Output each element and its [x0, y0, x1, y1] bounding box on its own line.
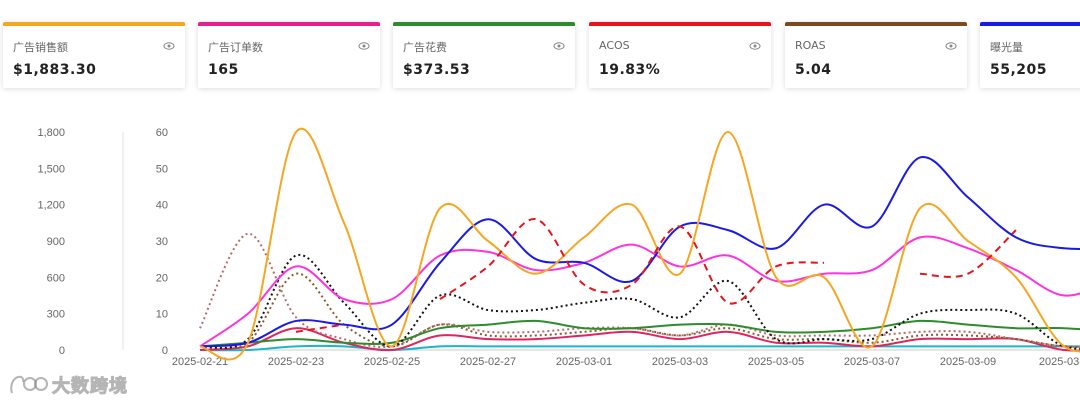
series-line-red-dashed [439, 218, 825, 305]
right-axis-tick-label: 0 [162, 345, 168, 357]
metric-value: $373.53 [403, 62, 471, 78]
series-line-magenta [199, 235, 1080, 348]
x-axis-tick-label: 2025-03-03 [652, 356, 708, 368]
left-axis-tick-label: 1,200 [37, 200, 65, 212]
metric-value: 5.04 [795, 62, 832, 78]
right-y-axis: 60 50 40 30 20 10 0 [156, 127, 168, 357]
series-line-blue [199, 156, 1080, 348]
metric-value: 19.83% [599, 62, 661, 78]
watermark-text: 大数跨境 [52, 376, 128, 398]
metric-label: 广告销售额 [13, 41, 68, 54]
eye-icon[interactable] [945, 40, 957, 52]
right-axis-tick-label: 20 [156, 272, 168, 284]
left-y-axis: 1,800 1,500 1,200 900 600 300 0 [37, 127, 65, 357]
metric-color-bar [3, 22, 185, 26]
metric-color-bar [393, 22, 575, 26]
series-line-red-dashed [919, 229, 1017, 278]
metric-cards: 广告销售额 $1,883.30 广告订单数 165 广告花费 $373.53 A… [0, 0, 1080, 95]
x-axis-tick-label: 2025-03-07 [844, 356, 900, 368]
metric-color-bar [785, 22, 967, 26]
metric-color-bar [198, 22, 380, 26]
left-axis-tick-label: 600 [47, 272, 65, 284]
x-axis-tick-label: 2025-03-1 [1039, 356, 1080, 368]
x-axis-tick-label: 2025-03-09 [940, 356, 996, 368]
series-line-orange [199, 127, 1080, 361]
series-line-red-dashed [295, 323, 345, 333]
series-layer [199, 127, 1080, 361]
x-axis-tick-label: 2025-03-01 [556, 356, 612, 368]
metric-card-spend[interactable]: 广告花费 $373.53 [393, 22, 575, 88]
series-line-pink-dotted [199, 232, 1080, 348]
right-axis-tick-label: 10 [156, 309, 168, 321]
x-axis: 2025-02-21 2025-02-23 2025-02-25 2025-02-27… [172, 356, 1080, 368]
metric-label: 广告花费 [403, 41, 447, 54]
right-axis-tick-label: 40 [156, 200, 168, 212]
metric-label: 广告订单数 [208, 41, 263, 54]
right-axis-tick-label: 30 [156, 236, 168, 248]
series-line-green [199, 319, 1080, 348]
x-axis-tick-label: 2025-03-05 [748, 356, 804, 368]
metric-label: ACOS [599, 39, 630, 52]
metric-card-orders[interactable]: 广告订单数 165 [198, 22, 380, 88]
eye-icon[interactable] [163, 40, 175, 52]
series-line-cyan [199, 344, 1080, 352]
logo-icon [10, 375, 48, 394]
left-axis-tick-label: 300 [47, 309, 65, 321]
metric-value: $1,883.30 [13, 62, 97, 78]
left-axis-tick-label: 1,800 [37, 127, 65, 139]
eye-icon[interactable] [358, 40, 370, 52]
left-axis-tick-label: 0 [59, 345, 65, 357]
right-axis-tick-label: 50 [156, 163, 168, 175]
metric-card-sales[interactable]: 广告销售额 $1,883.30 [3, 22, 185, 88]
series-line-crimson [199, 327, 1080, 352]
metric-label: ROAS [795, 39, 826, 52]
eye-icon[interactable] [749, 40, 761, 52]
metric-card-acos[interactable]: ACOS 19.83% [589, 22, 771, 88]
eye-icon[interactable] [553, 40, 565, 52]
x-axis-tick-label: 2025-02-25 [364, 356, 420, 368]
x-axis-tick-label: 2025-02-21 [172, 356, 228, 368]
left-axis-tick-label: 1,500 [37, 163, 65, 175]
left-axis-tick-label: 900 [47, 236, 65, 248]
metric-card-roas[interactable]: ROAS 5.04 [785, 22, 967, 88]
metric-value: 55,205 [990, 62, 1048, 78]
x-axis-tick-label: 2025-02-27 [460, 356, 516, 368]
metric-color-bar [980, 22, 1080, 26]
metric-color-bar [589, 22, 771, 26]
metric-value: 165 [208, 62, 239, 78]
watermark-logo: 大数跨境 [8, 372, 128, 398]
metric-card-impressions[interactable]: 曝光量 55,205 [980, 22, 1080, 88]
x-axis-tick-label: 2025-02-23 [268, 356, 324, 368]
metric-label: 曝光量 [990, 41, 1023, 54]
right-axis-tick-label: 60 [156, 127, 168, 139]
